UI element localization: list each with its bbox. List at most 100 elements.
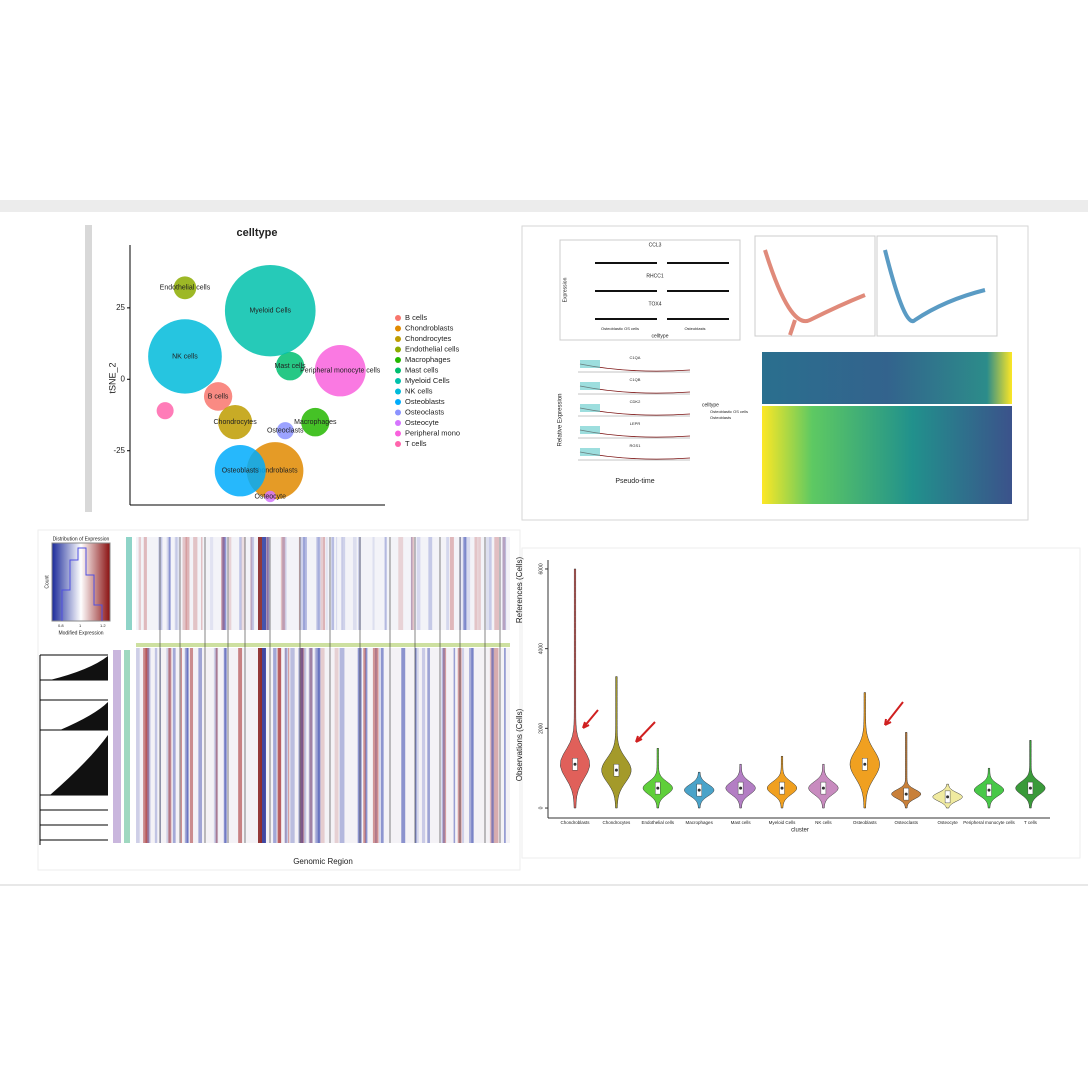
gene: RHCC1 [646,273,663,279]
heatmap-stripe [154,648,158,843]
heatmap-stripe [146,648,149,843]
heatmap-stripe [463,537,467,630]
heatmap-stripe [316,537,320,630]
heatmap-stripe [222,537,227,630]
heatmap-stripe [502,537,507,630]
cluster [156,402,174,420]
heatmap-stripe [320,648,325,843]
y-tick-label: 6000 [538,563,544,574]
x-tick-label: Chondroblasts [560,820,590,825]
gene: LEPR [630,421,641,426]
heatmap-stripe [493,648,499,843]
heatmap-stripe [462,537,467,630]
heatmap-stripe [489,537,492,630]
legend-label: Osteoblasts [405,397,445,406]
y-tick-label: 2000 [538,723,544,734]
expr-band [595,318,657,320]
violin [560,568,590,809]
cluster [276,422,294,440]
heatmap-stripe [317,537,321,630]
heatmap-stripe [486,537,491,630]
legend-label: Peripheral mono [405,428,460,437]
x-tick-label: Macrophages [686,820,714,825]
cnv: Distribution of Expression Count 0.8 1 1… [39,536,510,866]
legend-label: B cells [405,313,427,322]
heatmap-stripe [489,648,494,843]
violin [891,732,922,809]
y-tick-label: 0 [121,374,126,383]
group: Osteoblastic OS cells [601,326,639,331]
y-tick-label: -25 [113,446,125,455]
heatmap-stripe [168,537,171,630]
median [821,786,825,790]
hist-tick: 1.2 [100,623,106,628]
heatmap-stripe [358,537,361,630]
violin [601,676,632,809]
cluster-label: Chondroblasts [252,468,298,475]
x-tick-label: NK cells [815,820,832,825]
expr-band [667,290,729,292]
heatmap-stripe [449,537,454,630]
cluster-label: NK cells [172,353,198,360]
cluster [275,351,305,381]
heatmap-stripe [300,648,304,843]
legend-swatch [395,346,401,353]
heatmap-stripe [380,648,384,843]
trajectory-curve [763,249,866,336]
trajectory: CCL3 RHCC1 TOX4 Osteoblastic OS cells Os… [558,235,1012,504]
heatmap-stripe [262,648,266,843]
heatmap-stripe [273,648,277,843]
heatmap-stripe [174,537,178,630]
legend-swatch [395,378,401,384]
heatmap-stripe [446,537,450,630]
heatmap-stripe [193,537,197,630]
cluster-label: Mast cells [275,363,307,370]
heatmap-stripe [471,648,475,843]
heatmap-stripe [323,537,325,630]
heatmap-stripe [213,648,219,843]
heatmap-stripe [238,648,243,843]
heatmap-stripe [502,537,506,630]
legend-swatch [395,325,401,332]
heatmap-stripe [266,537,269,630]
heatmap-stripe [491,648,494,843]
heatmap-stripe [334,648,339,843]
median [863,762,867,766]
expr-band [595,290,657,292]
cluster [203,382,233,411]
heatmap-stripe [172,648,176,843]
heatmap-stripe [315,648,319,843]
heatmap-stripe [277,648,281,843]
heatmap-stripe [459,537,462,630]
frame [876,235,998,337]
legend-swatch [395,315,401,321]
heatmap-stripe [143,648,148,843]
cluster-label: Macrophages [294,419,337,426]
heatmap-stripe [224,648,227,843]
panel-edge [85,225,92,512]
heatmap-stripe [377,648,379,843]
median [987,788,991,792]
heatmap-stripe [320,537,326,630]
legend-label: Chondroblasts [405,323,454,332]
legend-label: Mast cells [405,365,439,374]
heatmap-stripe [410,537,413,630]
gene: C1QB [630,377,641,382]
cluster-label: Endothelial cells [160,285,211,292]
hist-tick: 0.8 [58,623,64,628]
heatmap-stripe [159,648,161,843]
cluster [173,276,197,300]
x-label: cluster [791,828,809,834]
heatmap-stripe [182,537,187,630]
median [614,768,618,772]
x-tick-label: Osteoclasts [894,820,918,825]
legend-swatch [395,357,401,363]
heatmap-stripe [474,537,478,630]
cluster [264,490,276,503]
cluster [218,405,253,440]
pseudo-dots [580,448,600,456]
heatmap-stripe [184,648,189,843]
legend-item: Osteoblasts [710,415,731,420]
heatmap-stripe [461,648,465,843]
heatmap-stripe [341,537,346,630]
